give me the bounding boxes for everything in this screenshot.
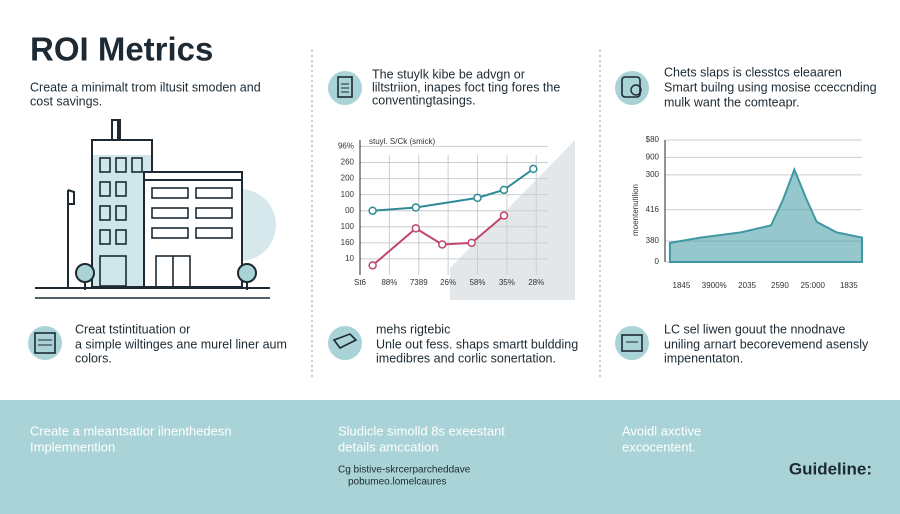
y-tick-label: 300 <box>646 170 660 179</box>
x-tick-label: 35% <box>499 278 515 287</box>
x-tick-label: 28% <box>528 278 544 287</box>
title: ROI Metrics <box>30 31 213 68</box>
point <box>473 193 482 203</box>
x-tick-label: 1845 <box>673 281 691 290</box>
x-tick-label: 58% <box>469 278 485 287</box>
text: mulk want the comteapr. <box>664 95 799 109</box>
text: conventingtasings. <box>372 93 476 107</box>
text: Smart builng using mosise cceccnding <box>664 80 877 94</box>
bottom-band <box>0 400 900 514</box>
band-text: Implemnention <box>30 439 115 454</box>
point <box>529 164 538 174</box>
point <box>467 238 476 248</box>
icon <box>28 326 62 360</box>
y-tick-label: $80 <box>646 135 660 144</box>
x-tick-label: 2035 <box>738 281 756 290</box>
subtitle: cost savings. <box>30 94 102 108</box>
band-text: Avoidl axctive <box>622 423 701 438</box>
text: imedibres and corlic sonertation. <box>376 351 556 365</box>
text: Creat tstintituation or <box>75 322 190 336</box>
y-tick-label: 100 <box>341 222 355 231</box>
point <box>411 203 421 212</box>
y-tick-label: 260 <box>341 158 355 167</box>
band-note: pobumeo.lomelcaures <box>348 477 446 488</box>
y-tick-label: 900 <box>646 153 660 162</box>
text: LC sel liwen gouut the nnodnave <box>664 322 845 336</box>
icon <box>328 71 362 105</box>
chart-title: stuyl. S/Ck (smick) <box>369 137 436 146</box>
x-tick-label: 2590 <box>771 281 789 290</box>
y-tick-label: 100 <box>341 190 355 199</box>
icon <box>328 326 362 360</box>
text: Unle out fess. shaps smartt buldding <box>376 337 578 351</box>
text: liltstriion, inapes foct ting fores the <box>372 80 560 94</box>
band-text: details amccation <box>338 439 438 454</box>
x-tick-label: 1835 <box>840 281 858 290</box>
band-note: Cg bistive-skrcerparcheddave <box>338 465 471 476</box>
guideline: Guideline: <box>789 459 872 478</box>
point <box>499 211 509 220</box>
y-tick-label: 380 <box>646 236 660 245</box>
text: Chets slaps is clesstcs eleaaren <box>664 65 842 79</box>
x-tick-label: 25:000 <box>801 281 826 290</box>
text: mehs rigtebic <box>376 322 450 336</box>
point <box>438 240 447 249</box>
y-tick-label: 96% <box>338 142 354 151</box>
building-illustration <box>35 119 276 299</box>
y-tick-label: 0 <box>655 257 660 266</box>
x-tick-label: St6 <box>354 278 367 287</box>
y-tick-label: 200 <box>341 174 355 183</box>
band-text: excocentent. <box>622 439 696 454</box>
text: The stuylk kibe be advgn or <box>372 67 525 81</box>
y-axis-label: moentenutilion <box>631 184 640 236</box>
x-tick-label: 26% <box>440 278 456 287</box>
area <box>668 166 863 263</box>
point <box>368 261 377 270</box>
x-tick-label: 7389 <box>410 278 428 287</box>
icon <box>615 326 649 360</box>
x-tick-label: 3900% <box>702 281 727 290</box>
text: uniling arnart becorevemend asensly <box>664 337 869 351</box>
y-tick-label: 10 <box>345 254 354 263</box>
text: impenentaton. <box>664 351 743 365</box>
text: a simple wiltinges ane murel liner aum <box>75 337 287 351</box>
band-text: Create a mleantsatior ilnenthedesn <box>30 423 232 438</box>
x-tick-label: 88% <box>381 278 397 287</box>
point <box>411 224 421 233</box>
band-text: Sludicle simolld 8s exeestant <box>338 423 505 438</box>
point <box>368 206 377 215</box>
y-tick-label: 160 <box>341 238 355 247</box>
decor-shape <box>450 140 575 300</box>
subtitle: Create a minimalt trom iltusit smoden an… <box>30 80 261 94</box>
icon <box>615 71 649 105</box>
point <box>499 185 509 195</box>
y-tick-label: 00 <box>345 206 354 215</box>
text: colors. <box>75 351 112 365</box>
y-tick-label: 416 <box>646 205 660 214</box>
